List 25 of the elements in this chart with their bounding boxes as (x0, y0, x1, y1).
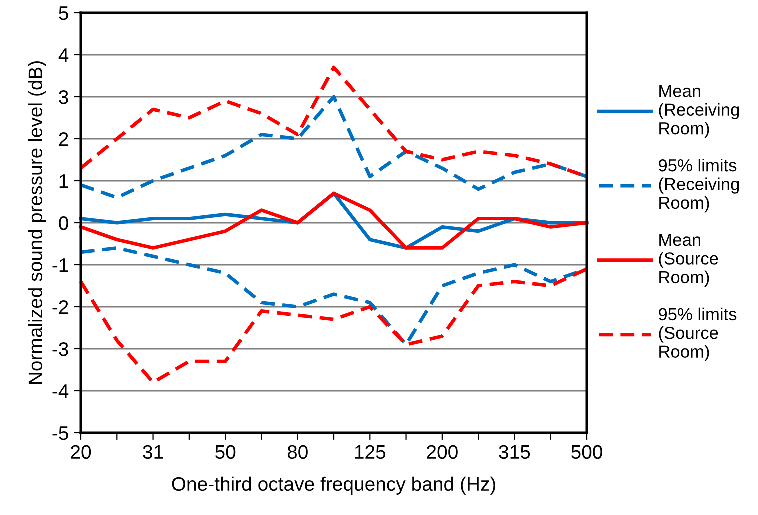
y-tick-label: -5 (52, 426, 68, 440)
y-tick-label: 3 (59, 90, 68, 104)
y-tick-label: 0 (59, 216, 68, 230)
y-tick-label: 5 (59, 6, 68, 20)
x-tick-label: 20 (71, 445, 92, 460)
y-tick-label: 2 (59, 132, 68, 146)
x-tick-label: 500 (572, 445, 602, 460)
y-tick-label: -1 (52, 258, 68, 272)
y-tick-label: -4 (52, 384, 69, 398)
legend-label: 95% limits (Source Room) (658, 308, 737, 362)
x-tick-label: 125 (355, 445, 386, 460)
x-axis-title: One-third octave frequency band (Hz) (172, 476, 496, 495)
y-tick-label: 1 (60, 174, 68, 188)
legend-label: Mean (Source Room) (659, 234, 718, 287)
x-tick-label: 80 (288, 445, 308, 460)
y-tick-label: -2 (52, 300, 68, 314)
y-tick-label: -3 (52, 342, 68, 356)
x-tick-label: 315 (499, 445, 530, 460)
legend-label: 95% limits (Receiving Room) (658, 159, 740, 213)
y-axis-title: Normalized sound pressure level (dB) (28, 62, 46, 384)
x-tick-label: 31 (143, 445, 164, 460)
y-tick-label: 4 (58, 48, 69, 62)
x-tick-label: 50 (216, 445, 236, 460)
x-tick-label: 200 (427, 445, 458, 460)
legend-label: Mean (Receiving Room) (659, 85, 740, 138)
